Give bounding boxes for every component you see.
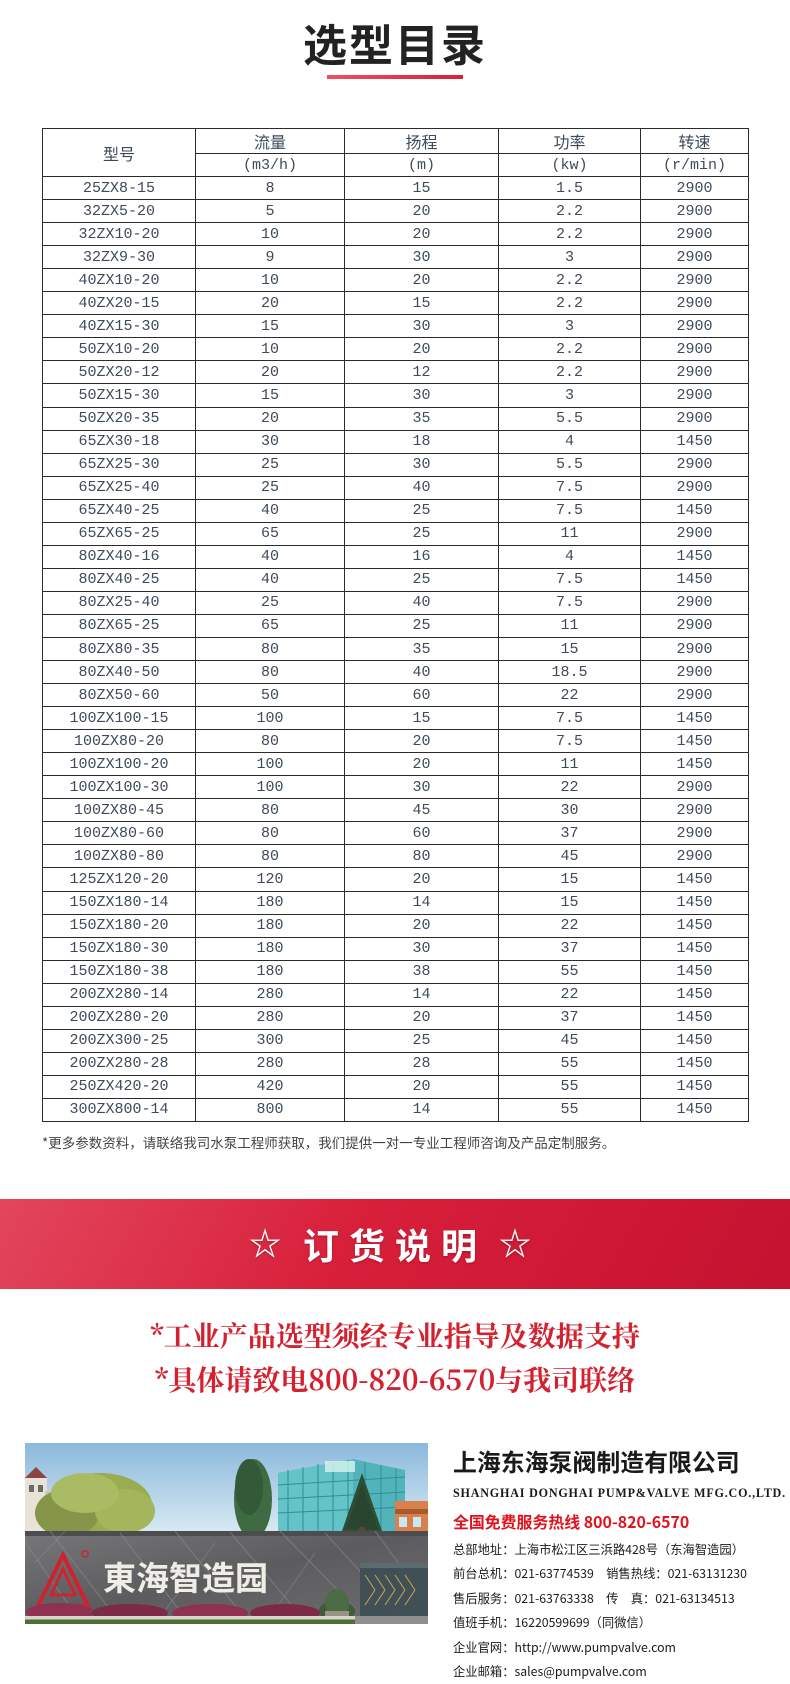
svg-text:東海智造园: 東海智造园 [103,1552,268,1600]
